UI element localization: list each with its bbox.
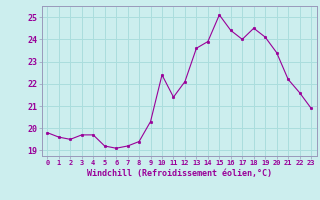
X-axis label: Windchill (Refroidissement éolien,°C): Windchill (Refroidissement éolien,°C) — [87, 169, 272, 178]
